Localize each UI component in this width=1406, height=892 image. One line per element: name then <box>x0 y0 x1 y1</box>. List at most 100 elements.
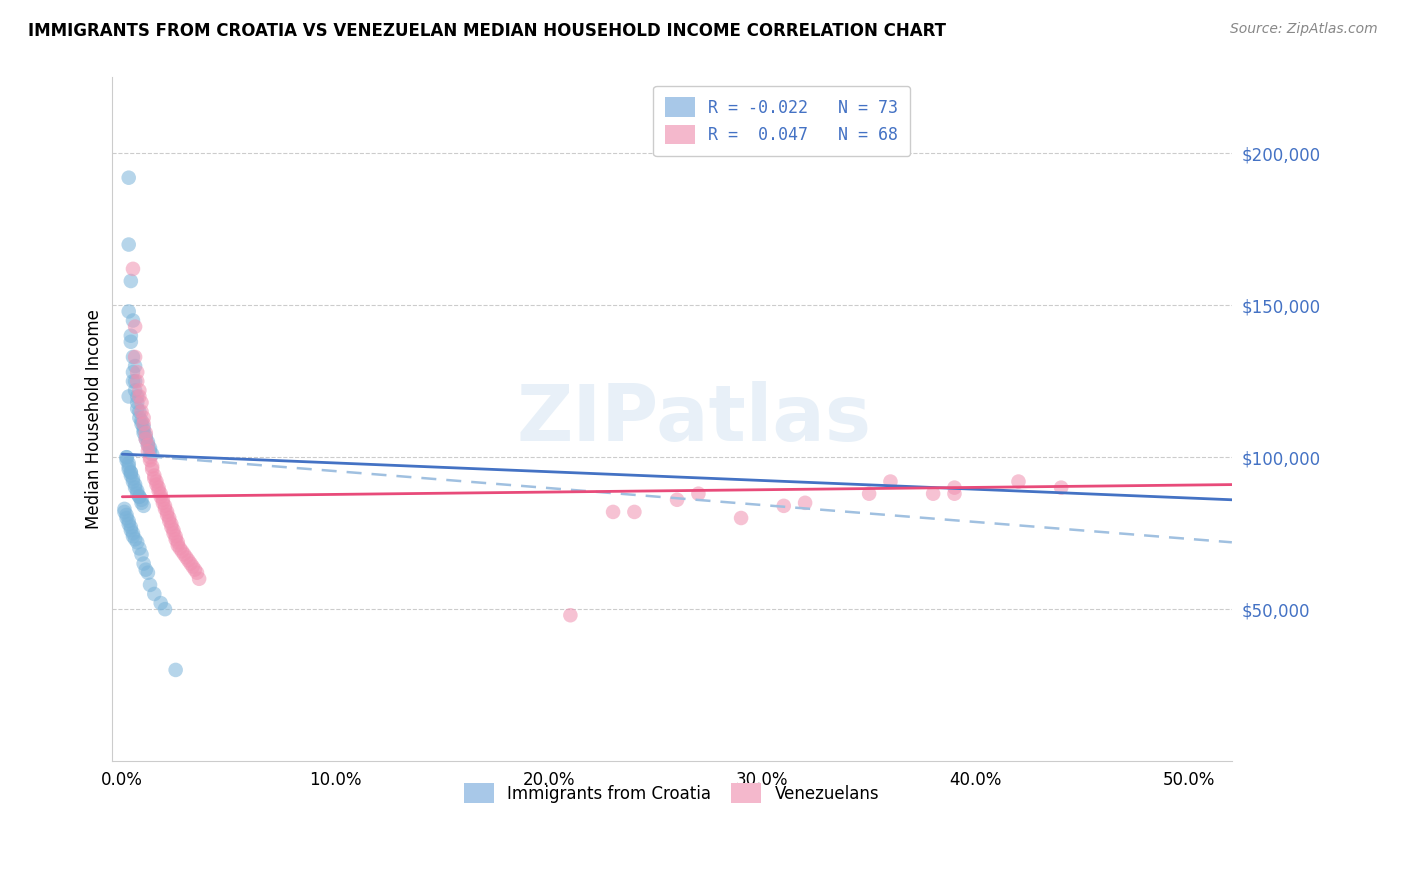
Point <box>162 523 184 537</box>
Point <box>118 459 141 474</box>
Point <box>135 429 157 443</box>
Point <box>157 511 180 525</box>
Point <box>135 432 157 446</box>
Point <box>149 486 172 500</box>
Point <box>153 499 176 513</box>
Point <box>132 410 155 425</box>
Point <box>135 425 157 440</box>
Point <box>120 468 142 483</box>
Point <box>136 438 159 452</box>
Point <box>666 492 689 507</box>
Point <box>145 475 167 489</box>
Point <box>124 350 146 364</box>
Point <box>115 450 138 465</box>
Point <box>122 313 145 327</box>
Point <box>115 508 138 522</box>
Point <box>1007 475 1029 489</box>
Point <box>135 563 157 577</box>
Point <box>139 578 162 592</box>
Point <box>114 505 136 519</box>
Point <box>136 566 159 580</box>
Point <box>688 486 710 500</box>
Point <box>127 535 149 549</box>
Point <box>118 517 141 532</box>
Point <box>1050 481 1073 495</box>
Point <box>730 511 752 525</box>
Point <box>118 304 141 318</box>
Point <box>127 374 149 388</box>
Point <box>128 541 150 556</box>
Point <box>124 319 146 334</box>
Point <box>136 435 159 450</box>
Point <box>156 508 179 522</box>
Point <box>122 475 145 489</box>
Point <box>131 405 153 419</box>
Point <box>118 514 141 528</box>
Point <box>124 477 146 491</box>
Point <box>943 486 966 500</box>
Point <box>120 274 142 288</box>
Point <box>120 334 142 349</box>
Point <box>132 499 155 513</box>
Point <box>180 557 202 571</box>
Point <box>165 529 187 543</box>
Point <box>143 587 166 601</box>
Point <box>118 237 141 252</box>
Point <box>160 520 183 534</box>
Text: Source: ZipAtlas.com: Source: ZipAtlas.com <box>1230 22 1378 37</box>
Point <box>128 490 150 504</box>
Point <box>177 553 200 567</box>
Point <box>141 459 163 474</box>
Point <box>124 481 146 495</box>
Point <box>143 471 166 485</box>
Point <box>122 350 145 364</box>
Point <box>122 261 145 276</box>
Point <box>879 475 901 489</box>
Point <box>127 365 149 379</box>
Point <box>131 496 153 510</box>
Point <box>188 572 211 586</box>
Point <box>184 563 207 577</box>
Point <box>127 483 149 498</box>
Point <box>143 468 166 483</box>
Point <box>132 423 155 437</box>
Point <box>128 410 150 425</box>
Point <box>165 533 187 547</box>
Point <box>128 384 150 398</box>
Point <box>120 466 142 480</box>
Point <box>127 486 149 500</box>
Point <box>794 496 817 510</box>
Point <box>141 462 163 476</box>
Point <box>128 490 150 504</box>
Point <box>132 417 155 431</box>
Point <box>114 502 136 516</box>
Point <box>127 401 149 416</box>
Point <box>132 420 155 434</box>
Point <box>139 453 162 467</box>
Point <box>115 450 138 465</box>
Point <box>153 602 176 616</box>
Point <box>124 359 146 373</box>
Point <box>135 432 157 446</box>
Point <box>120 520 142 534</box>
Point <box>139 441 162 455</box>
Point <box>148 481 170 495</box>
Point <box>124 533 146 547</box>
Point <box>141 447 163 461</box>
Point <box>131 492 153 507</box>
Point <box>118 456 141 470</box>
Point <box>120 328 142 343</box>
Point <box>149 490 172 504</box>
Point <box>602 505 624 519</box>
Point <box>122 526 145 541</box>
Point <box>149 596 172 610</box>
Point <box>623 505 645 519</box>
Point <box>560 608 582 623</box>
Point <box>131 414 153 428</box>
Point <box>122 374 145 388</box>
Point <box>157 514 180 528</box>
Point <box>148 483 170 498</box>
Point <box>118 389 141 403</box>
Point <box>122 529 145 543</box>
Point <box>170 544 193 558</box>
